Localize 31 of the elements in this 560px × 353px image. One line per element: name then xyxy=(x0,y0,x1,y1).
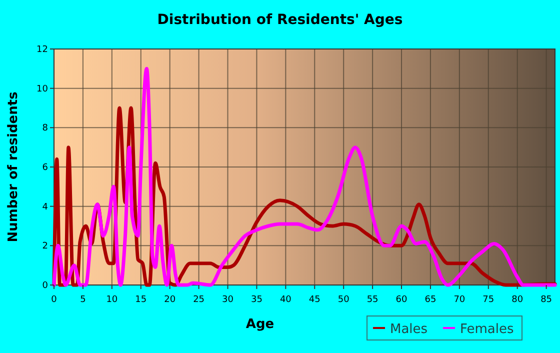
x-tick-label: 60 xyxy=(396,295,408,305)
y-tick-label: 4 xyxy=(42,202,48,212)
x-tick-label: 40 xyxy=(280,295,292,305)
x-tick-label: 0 xyxy=(51,295,58,305)
x-tick-label: 5 xyxy=(80,295,86,305)
x-tick-label: 85 xyxy=(540,295,552,305)
x-tick-label: 55 xyxy=(366,295,378,305)
chart-title: Distribution of Residents' Ages xyxy=(157,12,403,28)
x-tick-label: 80 xyxy=(512,295,524,305)
x-tick-label: 75 xyxy=(482,295,494,305)
y-tick-label: 12 xyxy=(36,45,48,55)
x-tick-label: 70 xyxy=(454,295,466,305)
legend-label: Females xyxy=(460,322,514,337)
y-tick-label: 2 xyxy=(42,242,48,252)
x-axis-title: Age xyxy=(246,317,274,332)
x-tick-label: 50 xyxy=(338,295,350,305)
x-tick-label: 15 xyxy=(135,295,147,305)
x-tick-label: 10 xyxy=(106,295,118,305)
y-tick-label: 0 xyxy=(42,281,48,291)
y-tick-label: 8 xyxy=(42,124,48,134)
legend-label: Males xyxy=(390,322,428,337)
x-tick-label: 20 xyxy=(164,295,176,305)
y-axis-title: Number of residents xyxy=(6,91,21,242)
x-tick-label: 25 xyxy=(193,295,205,305)
x-tick-label: 30 xyxy=(222,295,234,305)
x-tick-label: 35 xyxy=(250,295,262,305)
x-tick-label: 65 xyxy=(424,295,436,305)
y-tick-label: 10 xyxy=(36,84,48,94)
x-tick-label: 45 xyxy=(308,295,320,305)
line-series xyxy=(52,66,557,287)
y-tick-label: 6 xyxy=(42,163,48,173)
